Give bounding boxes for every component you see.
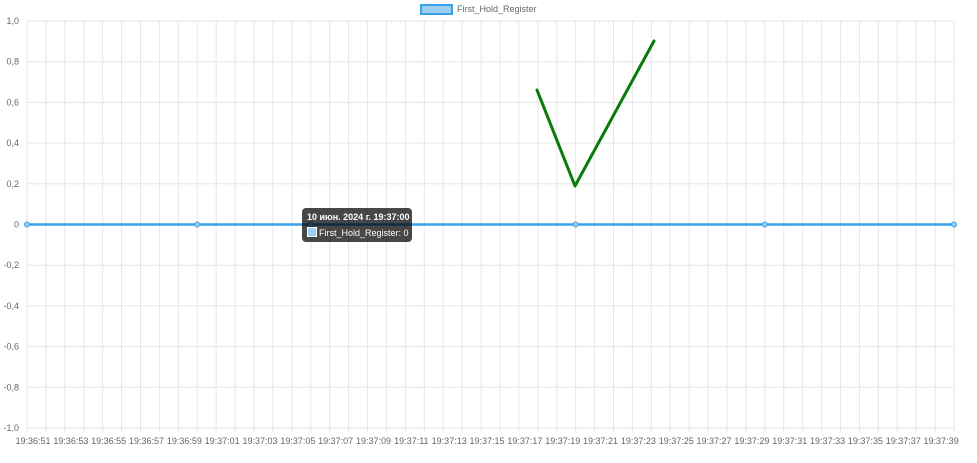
tooltip-title: 10 июн. 2024 г. 19:37:00 xyxy=(307,212,410,222)
x-tick-label: 19:37:33 xyxy=(810,436,845,446)
tooltip: 10 июн. 2024 г. 19:37:00 First_Hold_Regi… xyxy=(302,208,412,242)
x-tick-label: 19:37:35 xyxy=(848,436,883,446)
x-tick-label: 19:37:07 xyxy=(318,436,353,446)
x-tick-label: 19:37:05 xyxy=(280,436,315,446)
x-tick-label: 19:37:31 xyxy=(772,436,807,446)
y-tick-label: -0,6 xyxy=(3,342,19,352)
y-tick-label: 1,0 xyxy=(6,16,19,26)
data-point[interactable] xyxy=(194,221,201,228)
x-tick-label: 19:36:59 xyxy=(167,436,202,446)
grid xyxy=(26,20,955,432)
x-tick-label: 19:37:25 xyxy=(659,436,694,446)
y-tick-label: -0,8 xyxy=(3,382,19,392)
y-tick-label: 0,8 xyxy=(6,57,19,67)
legend-swatch[interactable] xyxy=(420,4,453,15)
series-group xyxy=(24,221,957,228)
tooltip-label: First_Hold_Register: 0 xyxy=(319,228,409,238)
x-tick-label: 19:37:01 xyxy=(205,436,240,446)
data-point[interactable] xyxy=(951,221,957,228)
tooltip-row: First_Hold_Register: 0 xyxy=(307,227,409,238)
y-tick-label: 0,2 xyxy=(6,179,19,189)
x-tick-label: 19:37:11 xyxy=(394,436,428,446)
x-tick-label: 19:37:29 xyxy=(734,436,769,446)
y-tick-label: 0,4 xyxy=(6,138,19,148)
x-tick-label: 19:37:37 xyxy=(886,436,921,446)
x-tick-label: 19:36:55 xyxy=(91,436,126,446)
data-point[interactable] xyxy=(761,221,768,228)
x-tick-label: 19:37:21 xyxy=(583,436,618,446)
x-tick-label: 19:37:15 xyxy=(470,436,505,446)
x-tick-label: 19:36:53 xyxy=(53,436,88,446)
x-tick-label: 19:37:09 xyxy=(356,436,391,446)
checkmark-annotation xyxy=(535,39,656,188)
legend[interactable]: First_Hold_Register xyxy=(420,4,537,15)
x-tick-label: 19:36:51 xyxy=(15,436,50,446)
x-axis-labels: 19:36:51 19:36:53 19:36:55 19:36:57 19:36:59… xyxy=(15,436,958,446)
y-tick-label: -0,2 xyxy=(3,260,19,270)
x-tick-label: 19:37:23 xyxy=(621,436,656,446)
tooltip-swatch xyxy=(307,227,317,237)
x-tick-label: 19:37:39 xyxy=(924,436,959,446)
y-tick-label: 0 xyxy=(14,220,19,230)
x-tick-label: 19:37:27 xyxy=(697,436,732,446)
x-tick-label: 19:37:03 xyxy=(242,436,277,446)
x-tick-label: 19:36:57 xyxy=(129,436,164,446)
data-point[interactable] xyxy=(24,221,30,228)
data-point[interactable] xyxy=(572,221,579,228)
y-tick-label: 0,6 xyxy=(6,97,19,107)
x-tick-label: 19:37:13 xyxy=(432,436,467,446)
y-tick-label: -1,0 xyxy=(3,423,19,433)
y-axis-labels: 1,0 0,8 0,6 0,4 0,2 0 -0,2 -0,4 -0,6 -0,8 -1,0 xyxy=(3,16,19,433)
x-tick-label: 19:37:17 xyxy=(507,436,542,446)
x-tick-label: 19:37:19 xyxy=(545,436,580,446)
legend-label[interactable]: First_Hold_Register xyxy=(457,4,537,14)
y-tick-label: -0,4 xyxy=(3,301,19,311)
